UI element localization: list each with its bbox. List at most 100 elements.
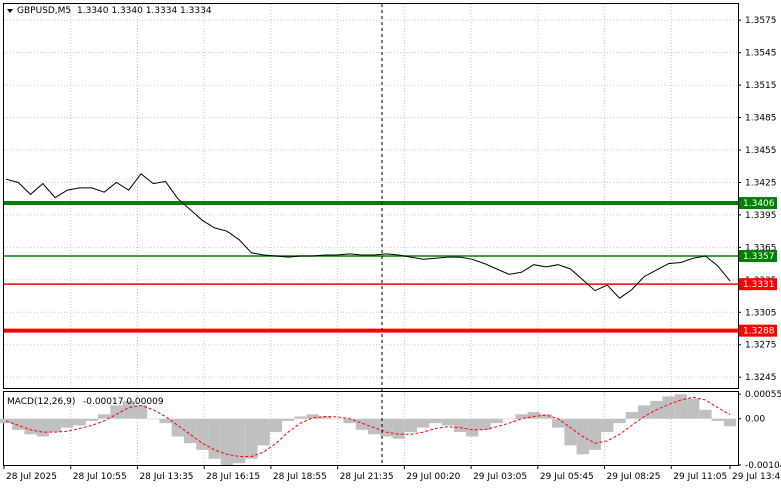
price-tick-label: 1.3455: [745, 146, 777, 156]
time-tick-label: 29 Jul 13:45: [732, 472, 781, 482]
macd-bar: [355, 418, 368, 430]
macd-histogram: [0, 394, 737, 465]
ohlc-values: 1.3340 1.3340 1.3334 1.3334: [77, 6, 212, 16]
macd-bar: [85, 418, 99, 421]
price-level-badge: [739, 278, 777, 291]
macd-bar: [294, 416, 307, 419]
price-level-label: 1.3288: [743, 327, 775, 337]
macd-bar: [257, 418, 270, 446]
macd-bar: [662, 396, 675, 419]
price-tick-label: 1.3365: [745, 243, 777, 253]
time-tick-label: 28 Jul 13:35: [139, 472, 193, 482]
price-level-badge: [739, 250, 777, 263]
macd-tick-label: 0.00: [745, 415, 765, 425]
macd-signal-line: [5, 396, 731, 457]
macd-bar: [613, 418, 626, 424]
macd-bar: [429, 418, 442, 424]
macd-bar: [441, 418, 454, 426]
price-level-label: 1.3406: [743, 199, 775, 209]
macd-bar: [282, 418, 295, 421]
macd-bar: [478, 418, 491, 430]
macd-bar: [564, 418, 577, 446]
macd-bar: [36, 418, 49, 437]
dropdown-triangle-icon[interactable]: [7, 9, 13, 13]
price-level-label: 1.3331: [743, 280, 775, 290]
macd-bar: [98, 414, 111, 419]
macd-bar: [490, 418, 503, 424]
macd-bar: [208, 418, 221, 459]
time-tick-label: 28 Jul 21:35: [340, 472, 394, 482]
macd-bar: [674, 394, 688, 419]
time-tick-label: 28 Jul 18:55: [273, 472, 327, 482]
macd-bar: [711, 418, 724, 421]
macd-tick-label: -0.00104: [745, 461, 781, 471]
macd-bar: [625, 412, 638, 419]
time-tick-label: 28 Jul 2025: [6, 472, 57, 482]
macd-axis[interactable]: 0.00055 0.00 -0.00104: [738, 390, 781, 471]
price-tick-label: 1.3485: [745, 114, 777, 124]
macd-bar: [699, 409, 712, 419]
time-tick-label: 29 Jul 11:05: [673, 472, 727, 482]
time-tick-label: 29 Jul 00:20: [406, 472, 460, 482]
macd-values: -0.00017 0.00009: [83, 397, 164, 407]
level-labels: 1.3406 1.3357 1.3331 1.3288: [739, 197, 777, 337]
macd-bar: [12, 418, 25, 430]
price-levels: [4, 201, 738, 333]
macd-bar: [502, 418, 516, 420]
macd-bar: [466, 418, 479, 437]
macd-bar: [196, 418, 209, 450]
price-level-label: 1.3357: [743, 252, 775, 262]
macd-bar: [183, 418, 197, 444]
macd-bar: [552, 418, 565, 428]
symbol-label: GBPUSD,M5: [17, 6, 71, 16]
macd-bar: [380, 418, 393, 437]
macd-bar: [73, 418, 86, 426]
macd-bar: [134, 405, 148, 419]
price-tick-label: 1.3395: [745, 211, 777, 221]
macd-bar: [110, 405, 123, 419]
macd-bar: [539, 414, 553, 419]
time-tick-label: 28 Jul 16:15: [206, 472, 260, 482]
price-tick-label: 1.3575: [745, 16, 777, 26]
price-tick-label: 1.3545: [745, 49, 777, 59]
price-pane[interactable]: [3, 3, 739, 389]
macd-label: MACD(12,26,9): [7, 397, 75, 407]
time-axis[interactable]: 28 Jul 2025 28 Jul 10:55 28 Jul 13:35 28 Ju…: [3, 465, 781, 482]
price-tick-label: 1.3305: [745, 308, 777, 318]
macd-bar: [122, 400, 135, 419]
macd-bar: [147, 418, 160, 420]
time-tick-label: 29 Jul 03:05: [473, 472, 527, 482]
price-tick-label: 1.3425: [745, 178, 777, 188]
macd-bar: [417, 418, 430, 428]
macd-bar: [687, 398, 700, 419]
macd-bar: [601, 418, 614, 433]
macd-bar: [368, 418, 381, 435]
macd-bar: [233, 418, 246, 464]
macd-bar: [24, 418, 37, 435]
macd-bar: [331, 418, 344, 420]
macd-bar: [171, 418, 184, 437]
macd-bar: [392, 418, 405, 439]
macd-bar: [723, 418, 737, 427]
time-tick-label: 28 Jul 10:55: [73, 472, 127, 482]
macd-bar: [159, 418, 172, 424]
macd-tick-label: 0.00055: [745, 390, 781, 400]
time-tick-label: 29 Jul 05:45: [540, 472, 594, 482]
grid: [4, 4, 738, 465]
price-tick-label: 1.3275: [745, 341, 777, 351]
macd-bar: [318, 416, 332, 419]
price-axis[interactable]: 1.3575 1.3545 1.3515 1.3485 1.3455 1.3425 1.33…: [738, 16, 777, 383]
macd-bar: [48, 418, 62, 433]
macd-bar: [453, 418, 467, 433]
macd-pane[interactable]: [3, 391, 739, 466]
price-level-badge: [739, 197, 777, 210]
macd-bar: [588, 418, 602, 450]
macd-bar: [61, 418, 74, 428]
price-line: [5, 173, 731, 299]
price-tick-label: 1.3515: [745, 81, 777, 91]
macd-bar: [269, 418, 283, 433]
macd-bar: [515, 414, 528, 419]
macd-bar: [220, 418, 234, 465]
macd-bar: [343, 418, 356, 424]
